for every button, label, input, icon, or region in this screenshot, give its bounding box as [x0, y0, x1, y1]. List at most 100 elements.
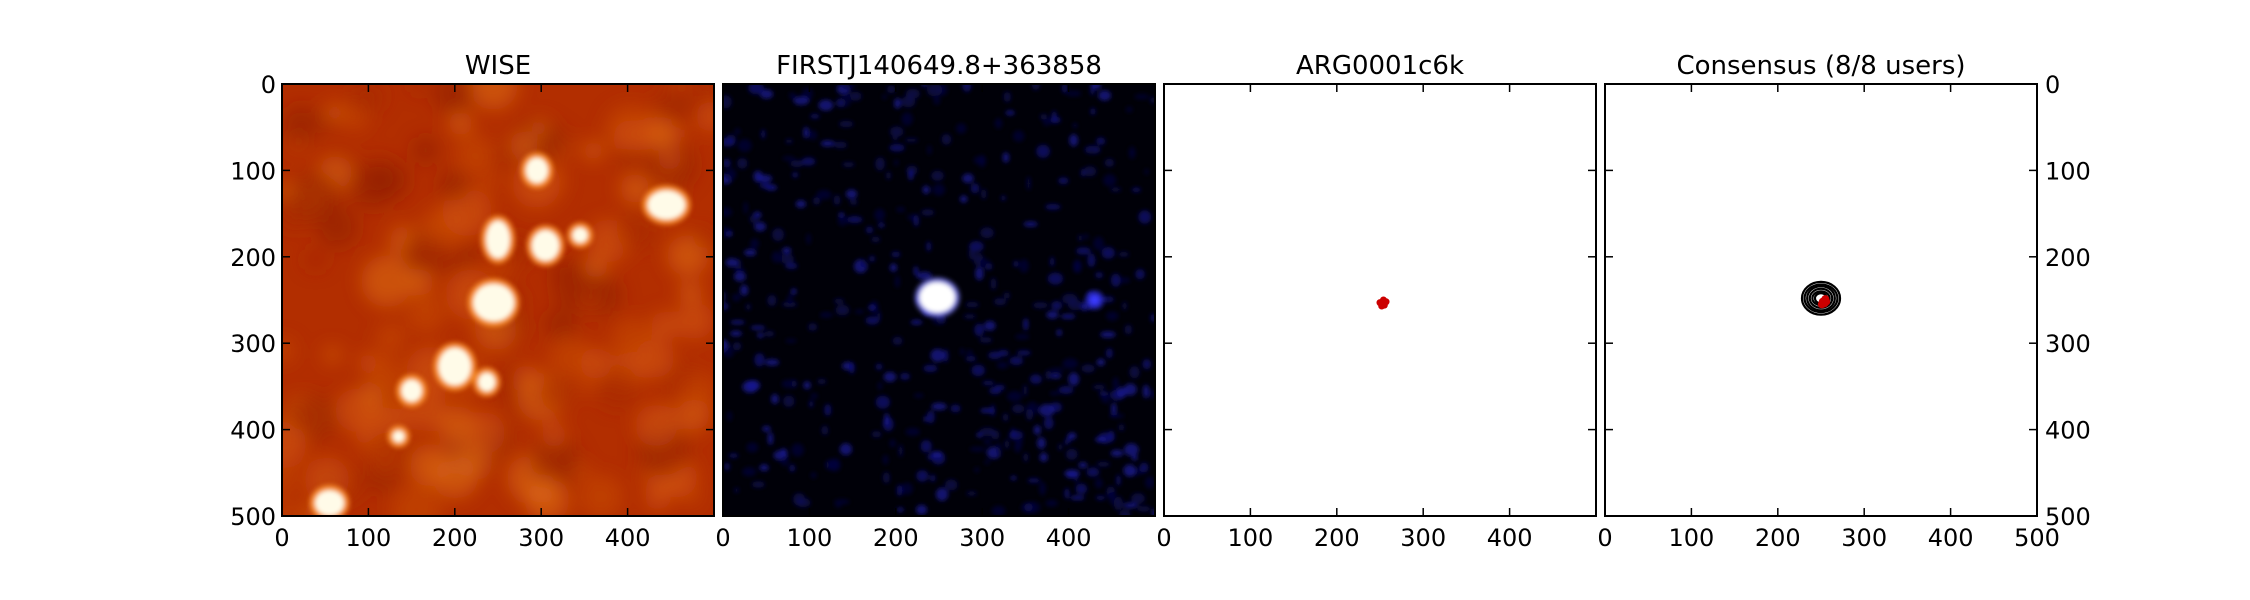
- first-frame: [722, 83, 1156, 517]
- consensus-point: [1821, 295, 1830, 304]
- wise-source: [314, 490, 345, 516]
- first-noise-blob: [839, 443, 853, 456]
- first-noise-blob: [898, 444, 903, 457]
- first-noise-blob: [834, 503, 842, 508]
- first-x-ticks: 0 100 200 300 400: [715, 84, 1092, 552]
- x-tick-label: 200: [1314, 524, 1360, 552]
- y-tick-label: 200: [230, 244, 276, 272]
- x-tick-label: 200: [432, 524, 478, 552]
- wise-source: [438, 347, 472, 386]
- first-noise-blob: [750, 325, 766, 330]
- x-tick-label: 500: [2014, 524, 2060, 552]
- first-noise-blob: [770, 393, 779, 405]
- wise-noise-blob: [335, 388, 379, 432]
- first-noise-blob: [1069, 134, 1079, 147]
- first-noise-blob: [1036, 144, 1051, 158]
- first-noise-blob: [877, 381, 883, 391]
- first-noise-blob: [1027, 478, 1041, 483]
- first-noise-blob: [1083, 166, 1097, 177]
- x-tick-label: 400: [1487, 524, 1533, 552]
- first-noise-blob: [865, 226, 874, 234]
- first-noise-blob: [1015, 436, 1023, 448]
- arg-frame: [1163, 83, 1597, 517]
- first-noise-blob: [1029, 374, 1042, 385]
- first-noise-blob: [875, 395, 891, 409]
- first-noise-blob: [933, 95, 941, 105]
- first-noise-blob: [950, 404, 961, 413]
- first-noise-blob: [932, 183, 946, 196]
- first-noise-blob: [988, 351, 1002, 360]
- first-noise-blob: [737, 139, 752, 153]
- first-noise-blob: [837, 216, 848, 226]
- first-noise-blob: [978, 154, 986, 168]
- wise-noise-blob: [605, 104, 655, 154]
- first-noise-blob: [819, 312, 834, 318]
- first-noise-blob: [1078, 461, 1088, 469]
- first-noise-blob: [785, 338, 797, 343]
- first-noise-blob: [894, 159, 899, 166]
- first-noise-blob: [728, 453, 739, 458]
- first-noise-blob: [896, 507, 904, 512]
- first-noise-blob: [886, 85, 896, 94]
- first-noise-blob: [889, 439, 896, 448]
- first-noise-blob: [1092, 384, 1106, 390]
- first-noise-blob: [1116, 474, 1121, 487]
- first-noise-blob: [930, 348, 945, 363]
- wise-noise-blob: [509, 131, 538, 159]
- first-noise-blob: [1024, 501, 1041, 514]
- x-tick-label: 300: [518, 524, 564, 552]
- x-tick-label: 200: [1755, 524, 1801, 552]
- first-noise-blob: [781, 379, 796, 389]
- first-noise-blob: [984, 320, 996, 331]
- wise-noise-blob: [548, 336, 591, 379]
- first-noise-blob: [781, 247, 792, 254]
- first-noise-blob: [962, 173, 974, 184]
- consensus-y-ticks: 0 100 200 300 400 500: [1605, 71, 2091, 531]
- wise-noise-blob: [650, 311, 680, 340]
- first-noise-blob: [959, 347, 965, 356]
- first-noise-blob: [781, 301, 798, 308]
- first-noise-blob: [1031, 84, 1040, 91]
- first-noise-blob: [884, 412, 890, 427]
- wise-source: [485, 220, 511, 259]
- first-source: [1089, 294, 1100, 306]
- wise-source: [531, 230, 560, 262]
- first-noise-blob: [892, 135, 898, 141]
- first-noise-blob: [969, 446, 986, 452]
- first-noise-blob: [1003, 91, 1012, 103]
- first-noise-blob: [1061, 84, 1068, 94]
- first-noise-blob: [729, 320, 746, 325]
- first-noise-blob: [816, 189, 832, 200]
- first-noise-blob: [891, 251, 901, 258]
- first-noise-blob: [980, 408, 994, 414]
- x-tick-label: 100: [345, 524, 391, 552]
- wise-noise-blob: [647, 120, 675, 148]
- first-noise-blob: [913, 393, 924, 398]
- wise-noise-blob: [525, 479, 569, 516]
- first-noise-blob: [1108, 413, 1125, 419]
- first-noise-blob: [1117, 251, 1130, 257]
- wise-noise-blob: [290, 172, 341, 223]
- first-noise-blob: [1060, 313, 1076, 320]
- wise-frame: [281, 83, 715, 517]
- first-noise-blob: [892, 336, 903, 346]
- wise-noise-blob: [282, 105, 321, 144]
- first-noise-blob: [791, 443, 804, 457]
- first-noise-blob: [1005, 110, 1015, 116]
- first-noise-blob: [754, 221, 767, 232]
- first-noise-blob: [1107, 430, 1115, 442]
- first-noise-blob: [1129, 365, 1140, 379]
- first-noise-blob: [1119, 277, 1131, 284]
- first-noise-blob: [754, 353, 765, 367]
- first-noise-blob: [1123, 464, 1137, 477]
- first-noise-blob: [1095, 137, 1106, 146]
- wise-noise-blob: [423, 221, 447, 245]
- wise-noise-blob: [583, 255, 607, 279]
- first-noise-blob: [1104, 158, 1115, 167]
- first-noise-blob: [900, 482, 913, 495]
- first-noise-blob: [963, 314, 976, 319]
- panel-arg: ARG0001c6k 0 100 200 300 400: [1156, 51, 1597, 552]
- wise-noise-blob: [287, 402, 315, 430]
- x-tick-label: 100: [1668, 524, 1714, 552]
- first-noise-blob: [723, 207, 733, 217]
